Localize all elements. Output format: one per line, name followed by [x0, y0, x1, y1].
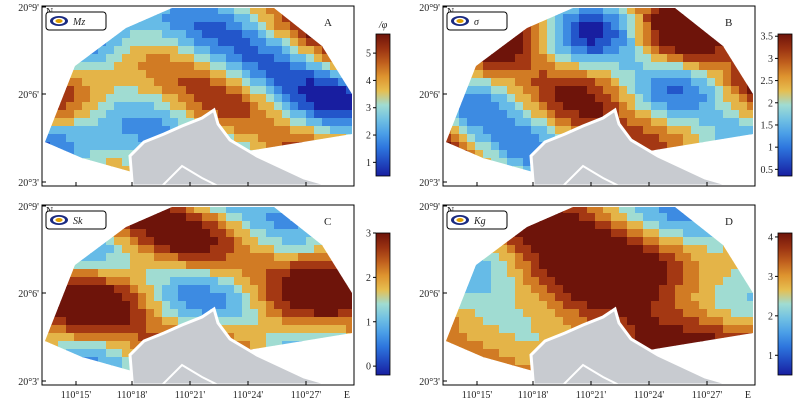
map-frame [442, 204, 756, 386]
lon-label: 110°15' [61, 390, 92, 401]
lon-label: 110°18' [518, 390, 549, 401]
map-frame [41, 5, 355, 187]
colorbar-tick-label: 3 [768, 54, 773, 65]
lon-label: 110°27' [291, 390, 322, 401]
colorbar-tick-label: 2 [366, 273, 371, 284]
lon-label: 110°21' [576, 390, 607, 401]
variable-symbol: Mz [72, 17, 85, 28]
colorbar-tick-label: 1 [768, 351, 773, 362]
colorbar-tick-label: 0.5 [761, 165, 774, 176]
map-frame [41, 204, 355, 386]
lat-label: 20°9' [18, 202, 39, 213]
lat-label: 20°3' [419, 377, 440, 388]
variable-legend: Sk [45, 210, 107, 230]
variable-symbol: σ [474, 17, 480, 28]
variable-legend: σ [446, 11, 508, 31]
lon-label: 110°15' [462, 390, 493, 401]
lon-label: 110°21' [175, 390, 206, 401]
panel-letter: A [324, 17, 332, 29]
panel-letter: C [324, 216, 331, 228]
colorbar-tick-label: 1 [366, 158, 371, 169]
lat-label: 20°3' [18, 377, 39, 388]
lon-label: 110°24' [634, 390, 665, 401]
colorbar: 1 2 3 4 5/φ [366, 20, 391, 177]
colorbar-tick-label: 4 [768, 232, 773, 243]
lat-label: 20°3' [18, 178, 39, 189]
variable-symbol: Kg [473, 216, 486, 227]
colorbar-tick-label: 3.5 [761, 32, 774, 43]
colorbar: 0.5 1 1.5 2 2.5 3 3.5 [761, 32, 793, 177]
map-frame [442, 5, 756, 187]
colorbar-title: /φ [378, 20, 388, 31]
colorbar-tick-label: 3 [768, 272, 773, 283]
colorbar: 0 1 2 3 [366, 229, 391, 376]
colorbar-tick-label: 3 [366, 103, 371, 114]
lon-label: 110°24' [233, 390, 264, 401]
panel-letter: D [725, 216, 733, 228]
panel-letter: B [725, 17, 732, 29]
east-label: E [344, 390, 350, 401]
lon-label: 110°27' [692, 390, 723, 401]
lat-label: 20°9' [419, 202, 440, 213]
colorbar-tick-label: 3 [366, 229, 371, 240]
variable-legend: Mz [45, 11, 107, 31]
colorbar-tick-label: 0 [366, 362, 371, 373]
panel-a: 20°9'20°6'20°3'NMzA12345/φ [18, 3, 391, 189]
colorbar-tick-label: 2.5 [761, 76, 774, 87]
variable-symbol: Sk [73, 216, 83, 227]
colorbar: 1 2 3 4 [768, 232, 793, 376]
colorbar-tick-label: 1 [366, 317, 371, 328]
panel-d: 20°9'20°6'20°3'N110°15'110°18'110°21'110… [419, 202, 793, 401]
lat-label: 20°9' [419, 3, 440, 14]
lat-label: 20°3' [419, 178, 440, 189]
east-label: E [745, 390, 751, 401]
colorbar-tick-label: 4 [366, 76, 371, 87]
lat-label: 20°6' [419, 289, 440, 300]
lat-label: 20°6' [18, 289, 39, 300]
lon-label: 110°18' [117, 390, 148, 401]
colorbar-tick-label: 1 [768, 143, 773, 154]
colorbar-tick-label: 2 [768, 98, 773, 109]
colorbar-tick-label: 5 [366, 49, 371, 60]
colorbar-tick-label: 1.5 [761, 120, 774, 131]
lat-label: 20°6' [419, 90, 440, 101]
panel-c: 20°9'20°6'20°3'N110°15'110°18'110°21'110… [18, 202, 391, 401]
lat-label: 20°6' [18, 90, 39, 101]
colorbar-tick-label: 2 [768, 311, 773, 322]
variable-legend: Kg [446, 210, 508, 230]
colorbar-tick-label: 2 [366, 131, 371, 142]
panel-b: 20°9'20°6'20°3'NσB0.511.522.533.5 [419, 3, 793, 189]
lat-label: 20°9' [18, 3, 39, 14]
